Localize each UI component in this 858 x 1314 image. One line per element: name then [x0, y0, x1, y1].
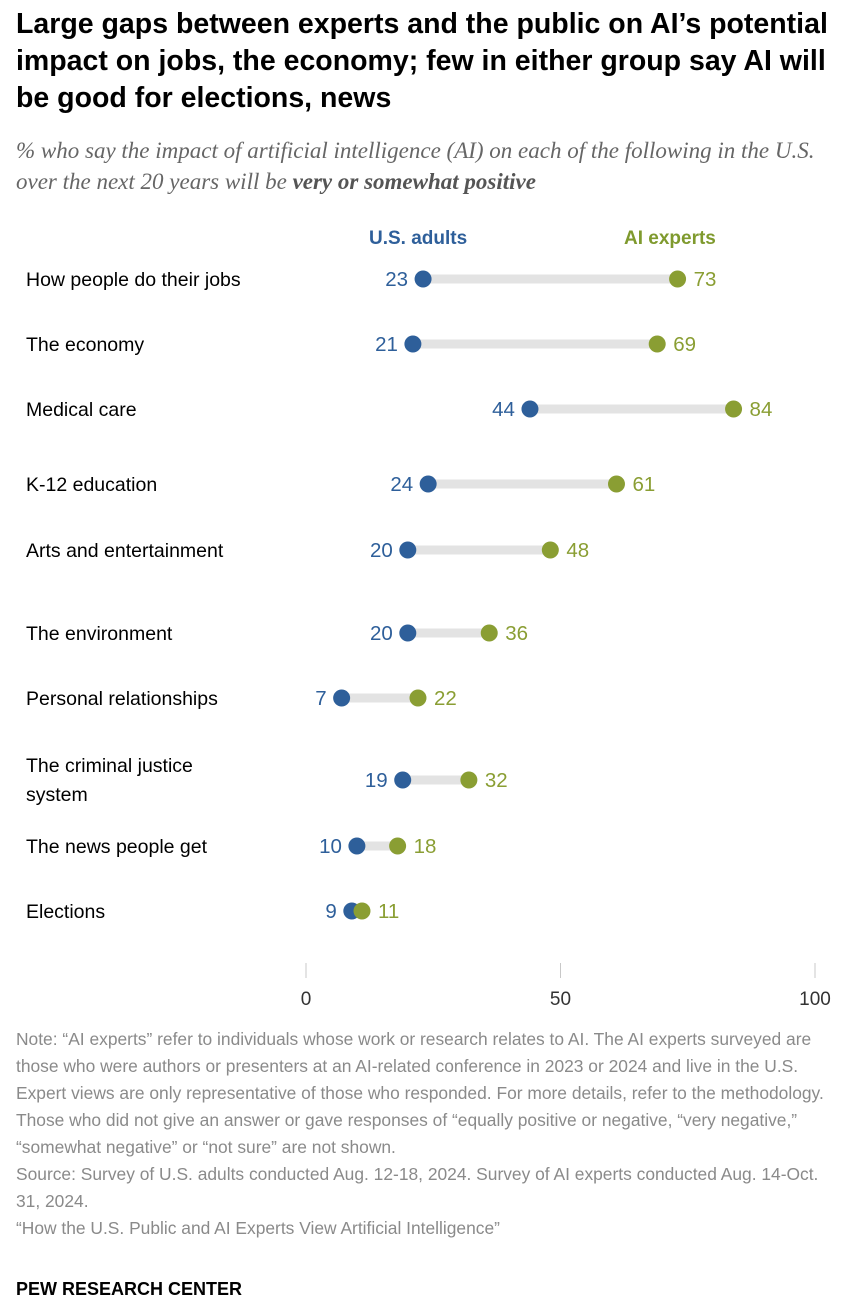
category-label: Medical care	[26, 399, 137, 421]
us-adults-dot	[414, 270, 432, 288]
category-label: Personal relationships	[26, 688, 218, 710]
us-adults-value-label: 24	[390, 473, 413, 496]
publisher-footer: PEW RESEARCH CENTER	[16, 1279, 243, 1299]
source-text: Source: Survey of U.S. adults conducted …	[16, 1164, 819, 1211]
ai-experts-value-label: 11	[378, 900, 399, 923]
us-adults-value-label: 44	[492, 398, 515, 421]
subtitle-text: % who say the impact of artificial intel…	[16, 138, 815, 194]
us-adults-value-label: 23	[385, 268, 408, 291]
notes-block: Note: “AI experts” refer to individuals …	[16, 1026, 846, 1242]
legend-us-adults: U.S. adults	[369, 228, 468, 249]
ai-experts-dot	[648, 335, 666, 353]
us-adults-dot	[404, 335, 422, 353]
x-axis-tick-label: 0	[301, 989, 312, 1010]
us-adults-dot	[348, 837, 366, 855]
ai-experts-value-label: 36	[505, 622, 528, 645]
ai-experts-value-label: 69	[673, 333, 696, 356]
category-label: How people do their jobs	[26, 269, 241, 291]
ai-experts-value-label: 18	[414, 835, 437, 858]
chart-title: Large gaps between experts and the publi…	[16, 8, 828, 114]
subtitle-emphasis: very or somewhat positive	[292, 169, 536, 194]
us-adults-dot	[521, 400, 539, 418]
category-label: The criminal justice system	[26, 755, 193, 806]
us-adults-value-label: 20	[370, 539, 393, 562]
chart-subtitle: % who say the impact of artificial intel…	[16, 135, 846, 197]
ai-experts-dot	[541, 541, 559, 559]
us-adults-value-label: 21	[375, 333, 398, 356]
note-text: Note: “AI experts” refer to individuals …	[16, 1029, 824, 1157]
us-adults-value-label: 19	[365, 769, 388, 792]
ai-experts-dot	[460, 771, 478, 789]
ai-experts-dot	[409, 689, 427, 707]
legend-ai-experts: AI experts	[624, 228, 716, 249]
x-axis-tick-label: 100	[799, 989, 831, 1010]
ai-experts-value-label: 48	[566, 539, 589, 562]
ai-experts-value-label: 61	[632, 473, 655, 496]
us-adults-value-label: 20	[370, 622, 393, 645]
category-label: The environment	[26, 623, 173, 645]
category-label: The economy	[26, 334, 144, 356]
dot-plot-chart: How people do their jobs 23 73 The economy 2…	[26, 268, 831, 1010]
category-label: Elections	[26, 901, 105, 923]
us-adults-dot	[333, 689, 351, 707]
us-adults-dot	[399, 624, 417, 642]
ai-experts-dot	[669, 270, 687, 288]
report-title: “How the U.S. Public and AI Experts View…	[16, 1218, 500, 1238]
us-adults-dot	[419, 475, 437, 493]
us-adults-dot	[399, 541, 417, 559]
ai-experts-value-label: 22	[434, 687, 457, 710]
us-adults-value-label: 10	[319, 835, 342, 858]
us-adults-value-label: 9	[325, 900, 336, 923]
ai-experts-dot	[389, 837, 407, 855]
category-label: The news people get	[26, 836, 208, 858]
ai-experts-value-label: 73	[694, 268, 717, 291]
ai-experts-value-label: 84	[750, 398, 773, 421]
ai-experts-dot	[353, 902, 371, 920]
x-axis-tick-label: 50	[550, 989, 571, 1010]
ai-experts-dot	[725, 400, 743, 418]
us-adults-dot	[394, 771, 412, 789]
category-label: K-12 education	[26, 474, 157, 496]
ai-experts-dot	[607, 475, 625, 493]
category-label: Arts and entertainment	[26, 540, 224, 562]
ai-experts-dot	[480, 624, 498, 642]
ai-experts-value-label: 32	[485, 769, 508, 792]
us-adults-value-label: 7	[315, 687, 326, 710]
